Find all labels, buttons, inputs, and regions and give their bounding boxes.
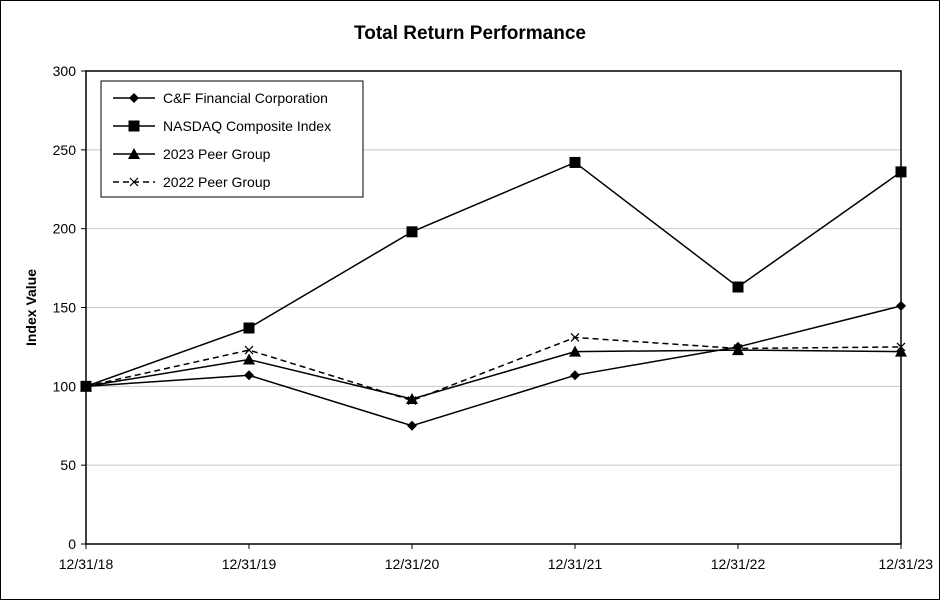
- x-tick-label: 12/31/18: [59, 556, 114, 572]
- x-tick-label: 12/31/19: [222, 556, 277, 572]
- x-tick-label: 12/31/20: [385, 556, 440, 572]
- y-tick-label: 0: [68, 536, 76, 552]
- data-point-square: [895, 166, 907, 178]
- y-axis-title: Index Value: [23, 269, 39, 346]
- data-point-triangle: [243, 353, 255, 365]
- data-point-triangle: [406, 392, 418, 404]
- y-tick-label: 100: [53, 378, 77, 394]
- legend-marker-diamond: [129, 93, 139, 103]
- legend-label: 2022 Peer Group: [163, 174, 271, 190]
- legend-marker-x: [129, 177, 139, 187]
- x-tick-label: 12/31/21: [548, 556, 603, 572]
- data-point-diamond: [244, 370, 254, 381]
- legend-label: NASDAQ Composite Index: [163, 118, 331, 134]
- legend-box: [100, 80, 364, 198]
- chart-title: Total Return Performance: [354, 23, 586, 44]
- legend: C&F Financial Corporation NASDAQ Composit…: [100, 80, 364, 198]
- legend-label: 2023 Peer Group: [163, 146, 271, 162]
- series-line-x: [85, 336, 902, 402]
- series-line-square: [85, 161, 902, 388]
- x-marker-stroke: [570, 333, 580, 342]
- data-point-square: [569, 156, 581, 168]
- data-point-diamond: [570, 370, 580, 381]
- data-point-diamond: [733, 341, 743, 352]
- x-tick-label: 12/31/23: [879, 556, 934, 572]
- data-point-square: [243, 322, 255, 334]
- y-tick-label: 150: [53, 300, 77, 316]
- data-point-triangle: [569, 345, 581, 357]
- y-tick-label: 200: [53, 221, 77, 237]
- data-point-triangle: [895, 345, 907, 357]
- x-tick-label: 12/31/22: [711, 556, 766, 572]
- data-point-diamond: [896, 300, 906, 311]
- series-line-diamond: [85, 305, 902, 427]
- legend-marker-square: [128, 120, 140, 132]
- legend-marker-triangle: [128, 148, 140, 159]
- y-tick-label: 50: [60, 457, 76, 473]
- data-point-x: [570, 333, 580, 342]
- data-point-diamond: [407, 420, 417, 431]
- series-line-triangle: [85, 349, 902, 400]
- data-point-square: [406, 226, 418, 238]
- legend-label: C&F Financial Corporation: [163, 90, 328, 106]
- y-tick-label: 250: [53, 142, 77, 158]
- data-point-x: [244, 345, 254, 355]
- data-point-square: [732, 281, 744, 293]
- x-marker-stroke: [129, 177, 139, 187]
- x-marker-stroke: [244, 345, 254, 355]
- data-point-diamond: [81, 381, 91, 392]
- y-tick-label: 300: [53, 63, 77, 79]
